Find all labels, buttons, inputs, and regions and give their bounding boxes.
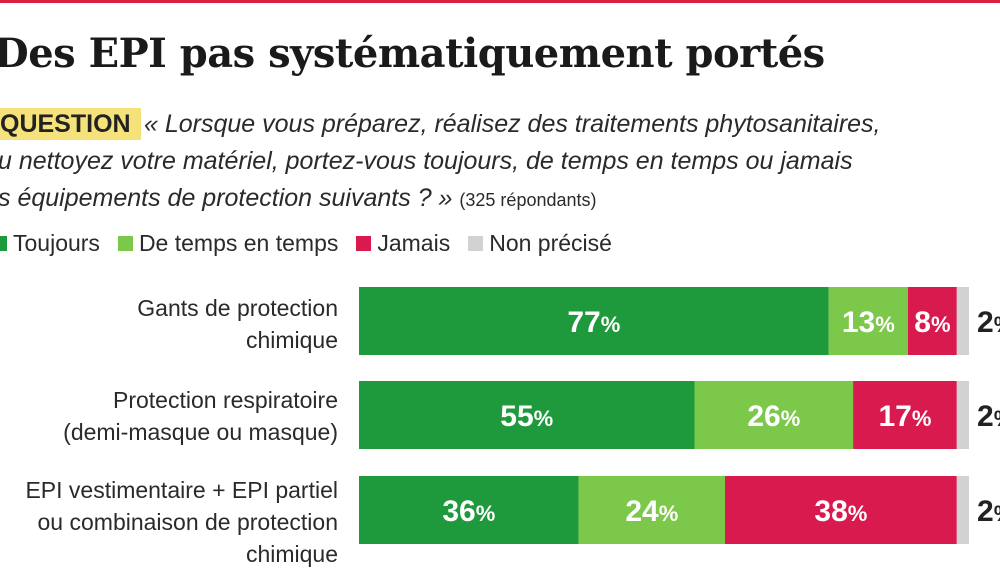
legend-label-non-precise: Non précisé <box>489 229 612 256</box>
legend-swatch-jamais <box>356 235 372 251</box>
question-line-3: s équipements de protection suivants ? » <box>0 184 453 212</box>
respondents-count: (325 répondants) <box>459 190 597 210</box>
data-label-toujours-row-1: 77% <box>567 306 620 339</box>
legend-label-toujours: Toujours <box>13 229 100 256</box>
data-label-non-precise-row-1: 2% <box>977 306 1000 339</box>
legend-item-de-temps-en-temps: De temps en temps <box>117 229 339 257</box>
bar-segment-toujours-row-2 <box>359 381 695 449</box>
legend-swatch-de-temps-en-temps <box>117 235 133 251</box>
bar-segment-non-precise-row-1 <box>956 287 969 355</box>
legend-item-jamais: Jamais <box>356 230 450 257</box>
data-label-jamais-row-2: 17% <box>878 400 931 433</box>
data-label-toujours-row-3: 36% <box>442 495 495 528</box>
data-label-de-temps-en-temps-row-3: 24% <box>625 495 678 528</box>
row-label-vestimentaire-line-2: ou combinaison de protection <box>37 509 338 535</box>
bar-segment-jamais-row-1 <box>908 287 957 355</box>
data-label-de-temps-en-temps-row-1: 13% <box>842 306 895 339</box>
legend: Toujours De temps en temps Jamais Non pr… <box>0 228 630 258</box>
bar-segment-de-temps-en-temps-row-3 <box>578 476 725 544</box>
legend-swatch-toujours <box>0 235 7 251</box>
data-label-jamais-row-1: 8% <box>914 306 950 339</box>
bar-segment-de-temps-en-temps-row-1 <box>828 287 908 355</box>
legend-label-jamais: Jamais <box>377 229 451 256</box>
question-line-1: « Lorsque vous préparez, réalisez des tr… <box>144 110 881 138</box>
row-label-respiratoire: Protection respiratoire (demi-masque ou … <box>63 384 338 448</box>
data-label-jamais-row-3: 38% <box>814 495 867 528</box>
row-label-vestimentaire-line-1: EPI vestimentaire + EPI partiel <box>25 477 338 503</box>
top-accent-line <box>0 0 1000 3</box>
legend-item-toujours: Toujours <box>0 230 100 257</box>
legend-swatch-non-precise <box>468 235 484 251</box>
data-label-non-precise-row-2: 2% <box>977 400 1000 433</box>
legend-item-non-precise: Non précisé <box>468 230 612 257</box>
bar-segment-jamais-row-2 <box>853 381 957 449</box>
row-label-respiratoire-line-1: Protection respiratoire <box>113 387 338 413</box>
legend-label-de-temps-en-temps: De temps en temps <box>138 229 339 256</box>
bar-segment-de-temps-en-temps-row-2 <box>694 381 854 449</box>
bar-segment-non-precise-row-3 <box>956 476 969 544</box>
data-label-non-precise-row-3: 2% <box>977 495 1000 528</box>
row-label-respiratoire-line-2: (demi-masque ou masque) <box>63 419 338 445</box>
question-line-2: u nettoyez votre matériel, portez-vous t… <box>0 147 853 175</box>
bar-segment-jamais-row-3 <box>725 476 957 544</box>
data-label-de-temps-en-temps-row-2: 26% <box>747 400 800 433</box>
row-label-gants-line-1: Gants de protection <box>137 295 338 321</box>
row-label-gants-line-2: chimique <box>245 327 338 353</box>
data-label-toujours-row-2: 55% <box>500 400 553 433</box>
bar-segment-toujours-row-1 <box>359 287 829 355</box>
bar-segment-non-precise-row-2 <box>956 381 969 449</box>
question-badge: QUESTION <box>0 108 141 140</box>
chart-title: Des EPI pas systématiquement portés <box>0 30 825 77</box>
bar-segment-toujours-row-3 <box>359 476 579 544</box>
row-label-gants: Gants de protection chimique <box>137 292 338 356</box>
